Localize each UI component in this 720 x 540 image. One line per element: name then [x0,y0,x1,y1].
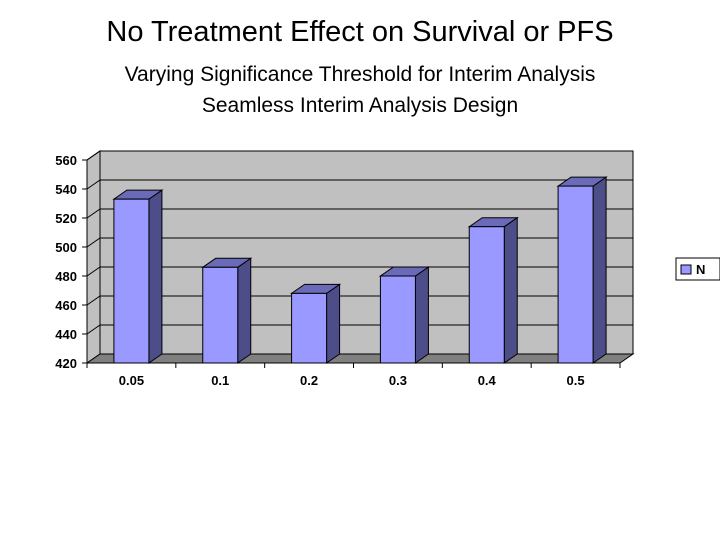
y-tick-label: 440 [55,327,77,342]
y-tick-label: 460 [55,298,77,313]
gridline [86,150,633,161]
bar-front [291,292,328,364]
legend-label: N [696,262,705,277]
back-wall [99,150,634,355]
bar [378,266,431,364]
slide-subtitle-line-2: Seamless Interim Analysis Design [201,94,519,117]
gridline [86,324,633,335]
bar-side [414,266,429,364]
slide-title: No Treatment Effect on Survival or PFS [106,16,614,48]
bar [556,176,608,364]
gridline [86,237,633,248]
gridline [86,208,633,219]
bar [201,257,253,364]
y-tick-label: 500 [55,240,77,255]
bar-side [148,189,163,364]
bar-side [592,176,607,364]
legend-swatch [680,264,692,275]
bar [289,283,342,364]
x-tick-label: 0.3 [389,373,407,388]
y-tick-label: 520 [55,211,77,226]
x-tick-label: 0.1 [211,373,229,388]
legend: N [675,257,720,281]
gridline [86,179,633,190]
y-tick-label: 540 [55,182,77,197]
bar-front [113,198,150,364]
x-tick-label: 0.2 [300,373,318,388]
x-tick-label: 0.4 [478,373,497,388]
gridlines [86,150,633,335]
bar-front [468,226,505,364]
bar [112,189,164,364]
bars [112,176,608,364]
x-tick-label: 0.05 [119,373,144,388]
side-wall [86,150,101,364]
bar-side [237,257,252,364]
x-tick-label: 0.5 [567,373,585,388]
y-tick-label: 420 [55,356,77,371]
gridline [86,266,633,277]
bar-front [557,185,594,364]
bar [467,216,519,364]
chart-walls [85,150,635,364]
y-tick-label: 480 [55,269,77,284]
bar-front [379,275,416,364]
slide-subtitle-line-1: Varying Significance Threshold for Inter… [124,63,596,86]
y-tick-label: 560 [55,153,77,168]
bar-front [202,266,239,364]
bar-side [503,216,518,364]
x-axis: 0.05 0.1 0.2 0.3 0.4 0.5 [86,362,621,388]
floor [85,353,635,364]
gridline [86,295,633,306]
bar-side [326,283,341,364]
y-axis: 420 440 460 480 500 520 540 560 [55,153,88,371]
